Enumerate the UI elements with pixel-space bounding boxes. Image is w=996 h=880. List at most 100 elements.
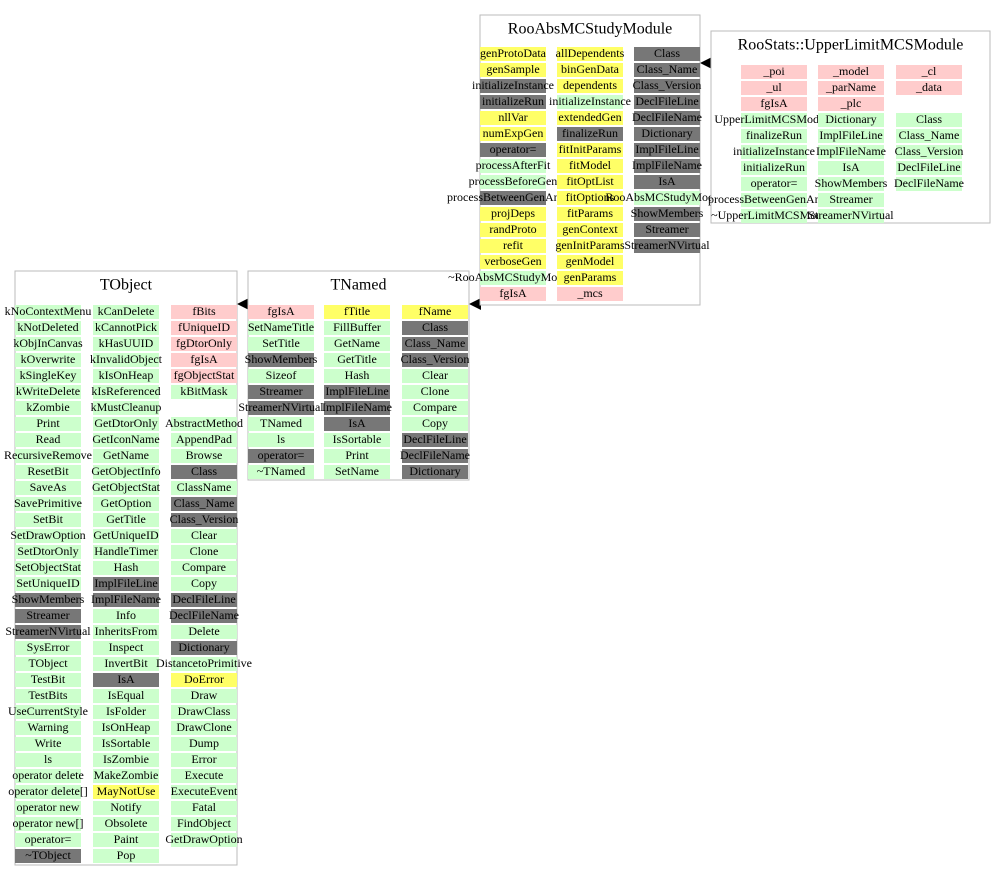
member-name: Class_Name [174,496,235,510]
member-name: _mcs [576,286,603,300]
class-node: TNamed fgIsA SetNameTitle SetTitle ShowMembe… [238,270,470,481]
member-cell [557,207,623,221]
member-name: Class [916,112,942,126]
member-name: processBetweenGenAndFit [708,192,841,206]
member-name: Class_Version [170,512,239,526]
member-cell [480,143,546,157]
member-cell [93,833,159,847]
member-cell [15,321,81,335]
member-name: IsZombie [103,752,149,766]
member-cell [402,369,468,383]
member-cell [93,705,159,719]
member-cell [15,801,81,815]
member-cell [15,689,81,703]
member-name: ~UpperLimitMCSModule [711,208,837,222]
member-cell [480,127,546,141]
member-cell [896,129,962,143]
member-name: SetDtorOnly [17,544,78,558]
member-cell [171,705,237,719]
class-node: RooStats::UpperLimitMCSModule_poi_ulfgIs… [708,30,991,224]
member-cell [15,625,81,639]
member-cell [741,113,807,127]
member-name: kNotDeleted [17,320,78,334]
member-name: kCanDelete [98,304,155,318]
member-cell [634,239,700,253]
member-cell [896,145,962,159]
member-cell [896,81,962,95]
member-name: initializeRun [743,160,805,174]
member-name: Clear [191,528,217,542]
member-cell [93,593,159,607]
member-name: genModel [566,254,615,268]
member-cell [93,769,159,783]
member-cell [15,753,81,767]
member-cell [171,769,237,783]
member-name: DeclFileName [169,608,239,622]
member-name: DeclFileLine [635,94,698,108]
member-cell [171,449,237,463]
member-cell [741,145,807,159]
member-name: IsA [348,416,366,430]
member-cell [818,97,884,111]
member-name: GetTitle [337,352,377,366]
member-name: initializeInstance [549,94,631,108]
member-name: IsOnHeap [102,720,151,734]
member-name: genParams [564,270,617,284]
member-cell [171,385,237,399]
member-cell [15,369,81,383]
member-name: RooAbsMCStudyModule [605,190,728,204]
member-cell [402,305,468,319]
member-cell [93,561,159,575]
member-name: Compare [413,400,457,414]
member-cell [93,513,159,527]
member-name: ImplFileLine [325,384,388,398]
member-cell [93,353,159,367]
member-name: GetOption [101,496,152,510]
member-name: Hash [114,560,139,574]
member-cell [248,337,314,351]
member-name: IsSortable [333,432,382,446]
member-cell [15,833,81,847]
member-cell [171,657,237,671]
member-cell [171,689,237,703]
member-name: IsEqual [108,688,145,702]
member-name: Class [654,46,680,60]
member-cell [818,113,884,127]
member-cell [93,401,159,415]
member-name: allDependents [556,46,625,60]
member-name: ~RooAbsMCStudyModule [448,270,578,284]
member-name: Execute [185,768,224,782]
member-name: HandleTimer [94,544,158,558]
member-cell [557,159,623,173]
member-name: fitOptList [566,174,614,188]
member-name: fgIsA [190,352,218,366]
member-cell [93,497,159,511]
member-cell [93,337,159,351]
member-name: Class [191,464,217,478]
member-cell [324,449,390,463]
member-name: StreamerNVirtual [624,238,710,252]
member-name: ResetBit [27,464,69,478]
member-name: Streamer [26,608,69,622]
member-cell [93,801,159,815]
member-cell [171,593,237,607]
member-name: kWriteDelete [16,384,80,398]
member-cell [480,79,546,93]
member-cell [818,193,884,207]
member-cell [480,191,546,205]
member-cell [15,721,81,735]
member-cell [93,369,159,383]
member-cell [324,433,390,447]
member-name: Pop [117,848,136,862]
member-name: GetObjectInfo [91,464,160,478]
member-cell [480,175,546,189]
member-cell [634,79,700,93]
member-cell [171,481,237,495]
member-cell [171,321,237,335]
member-cell [818,161,884,175]
node-title: RooAbsMCStudyModule [508,21,672,38]
member-cell [171,497,237,511]
member-name: Copy [422,416,448,430]
member-name: Error [191,752,216,766]
member-name: fgDtorOnly [176,336,232,350]
